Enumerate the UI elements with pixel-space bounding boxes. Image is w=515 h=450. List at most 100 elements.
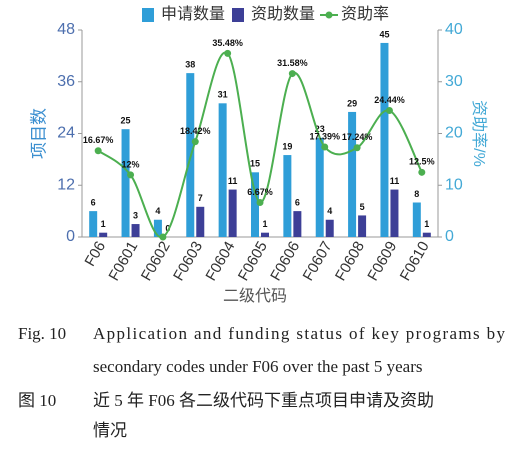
x-tick-label: F0606 (267, 238, 303, 283)
data-label: 0 (165, 223, 170, 233)
bar (153, 219, 162, 237)
y2-tick-label: 20 (445, 125, 463, 142)
rate-label: 12% (122, 159, 140, 169)
data-label: 6 (295, 198, 300, 208)
x-tick-label: F0607 (300, 238, 336, 283)
data-label: 38 (185, 60, 195, 70)
rate-label: 17.24% (342, 132, 373, 142)
data-label: 3 (133, 210, 138, 220)
data-label: 11 (228, 176, 238, 186)
y-tick-label: 0 (66, 228, 75, 245)
bar (283, 155, 292, 237)
rate-label: 31.58% (277, 58, 308, 68)
data-label: 5 (360, 202, 365, 212)
legend-swatch (325, 11, 333, 19)
rate-label: 12.5% (409, 157, 435, 167)
data-label: 45 (379, 29, 389, 39)
bar (348, 111, 357, 237)
rate-line (97, 51, 423, 239)
y-tick-label: 36 (57, 73, 75, 90)
bar (251, 172, 259, 237)
data-label: 7 (198, 193, 203, 203)
y-axis-title: 项目数 (29, 108, 48, 159)
rate-point (385, 107, 393, 115)
rate-point (224, 49, 232, 57)
bar (89, 211, 98, 237)
rate-point (321, 143, 329, 151)
caption-label: Fig. 10 (18, 324, 66, 343)
caption-text: secondary codes under F06 over the past … (93, 357, 423, 376)
data-label: 8 (414, 189, 419, 199)
x-tick-label: F0601 (105, 238, 141, 283)
legend-label: 申请数量 (161, 5, 225, 23)
rate-point (159, 233, 167, 241)
data-label: 4 (327, 206, 332, 216)
x-tick-label: F0604 (203, 238, 239, 283)
rate-point (288, 70, 296, 78)
y2-tick-label: 40 (445, 21, 463, 38)
bar (390, 189, 399, 237)
data-label: 23 (315, 124, 325, 134)
bar (325, 219, 334, 237)
y2-axis-title: 资助率/% (470, 100, 488, 167)
rate-label: 18.42% (180, 126, 211, 136)
rate-point (191, 138, 199, 146)
rate-point (127, 171, 135, 179)
x-tick-label: F0609 (364, 238, 400, 283)
data-label: 1 (101, 219, 106, 229)
data-label: 25 (121, 116, 131, 126)
x-axis-title: 二级代码 (223, 287, 287, 305)
rate-label: 17.39% (309, 131, 340, 141)
data-label: 1 (262, 219, 267, 229)
y2-tick-label: 10 (445, 176, 463, 193)
x-tick-label: F0605 (235, 238, 271, 283)
legend-label: 资助数量 (251, 5, 315, 23)
data-label: 31 (218, 90, 228, 100)
x-tick-label: F06 (81, 238, 109, 269)
rate-label: 6.67% (247, 187, 273, 197)
bar (422, 232, 431, 237)
data-label: 11 (390, 176, 400, 186)
bar (358, 215, 367, 237)
rate-label: 24.44% (374, 95, 405, 105)
y2-tick-label: 0 (445, 228, 454, 245)
rate-label: 35.48% (212, 38, 243, 48)
data-label: 6 (91, 198, 96, 208)
bar (228, 189, 237, 237)
x-tick-label: F0608 (332, 238, 368, 283)
data-label: 1 (424, 219, 429, 229)
x-tick-label: F0603 (170, 238, 206, 283)
x-tick-label: F0602 (138, 238, 174, 283)
legend-label: 资助率 (341, 5, 389, 23)
y2-tick-label: 30 (445, 73, 463, 90)
rate-point (94, 147, 102, 155)
rate-point (353, 144, 361, 152)
x-tick-label: F0610 (397, 238, 433, 283)
y-tick-label: 48 (57, 21, 75, 38)
rate-point (256, 198, 264, 206)
bar (121, 129, 130, 237)
data-label: 4 (155, 206, 160, 216)
data-label: 29 (347, 98, 357, 108)
legend-swatch (142, 8, 154, 22)
bar (196, 206, 205, 237)
rate-label: 16.67% (83, 135, 114, 145)
data-label: 19 (282, 141, 292, 151)
y-tick-label: 12 (57, 176, 75, 193)
y-tick-label: 24 (57, 125, 75, 142)
caption-text: 近 5 年 F06 各二级代码下重点项目申请及资助 (93, 391, 434, 410)
bar (218, 103, 227, 237)
bar (315, 137, 324, 237)
bar (261, 232, 269, 237)
bar (293, 211, 302, 237)
bar (380, 42, 389, 237)
legend-swatch (232, 8, 244, 22)
bar (412, 202, 421, 237)
caption-text: 情况 (93, 421, 127, 440)
caption-text: Application and funding status of key pr… (93, 324, 506, 343)
caption-label: 图 10 (18, 391, 56, 410)
bar (99, 232, 108, 237)
data-label: 15 (250, 159, 260, 169)
bar (131, 224, 140, 237)
